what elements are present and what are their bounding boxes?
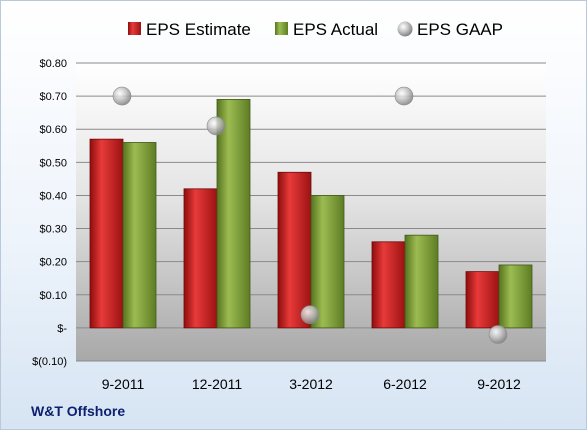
y-tick-label: $0.30: [39, 224, 67, 236]
x-category-label: 9-2011: [102, 376, 145, 392]
legend-swatch-actual: [275, 22, 288, 35]
y-tick-label: $0.10: [39, 290, 67, 302]
eps-gaap-marker: [206, 116, 226, 136]
bars: [89, 99, 533, 329]
y-tick-label: $0.80: [39, 58, 67, 70]
eps-actual-bar: [310, 195, 345, 329]
legend-label-actual: EPS Actual: [293, 20, 378, 39]
y-tick-label: $0.50: [39, 157, 67, 169]
y-axis-tick-labels: $(0.10) $- $0.10 $0.20 $0.30 $0.40 $0.50 $0.60 $…: [32, 58, 67, 368]
eps-actual-bar: [404, 234, 439, 329]
x-category-label: 3-2012: [289, 376, 333, 392]
eps-estimate-bar: [277, 171, 312, 329]
legend-item-gaap: EPS GAAP: [397, 20, 503, 39]
y-tick-label: $0.60: [39, 124, 67, 136]
legend-label-gaap: EPS GAAP: [417, 20, 503, 39]
legend-swatch-estimate: [128, 22, 141, 35]
y-tick-label: $0.40: [39, 190, 67, 202]
eps-estimate-bar: [371, 241, 406, 329]
eps-gaap-marker: [112, 86, 132, 106]
y-tick-label: $(0.10): [32, 356, 67, 368]
y-tick-label: $0.70: [39, 91, 67, 103]
y-tick-label: $-: [57, 323, 67, 335]
eps-actual-bar: [498, 264, 533, 329]
x-category-label: 6-2012: [383, 376, 427, 392]
eps-estimate-bar: [183, 188, 218, 329]
eps-estimate-bar: [89, 138, 124, 329]
legend-label-estimate: EPS Estimate: [146, 20, 251, 39]
company-label: W&T Offshore: [31, 403, 126, 419]
gaap-markers: [112, 86, 508, 344]
x-axis-category-labels: 9-2011 12-2011 3-2012 6-2012 9-2012: [102, 376, 521, 392]
legend-swatch-gaap: [397, 21, 413, 37]
legend-item-actual: EPS Actual: [275, 20, 378, 39]
eps-gaap-marker: [488, 325, 508, 344]
eps-gaap-marker: [300, 305, 320, 324]
legend: EPS Estimate EPS Actual EPS GAAP: [128, 20, 503, 39]
eps-actual-bar: [216, 99, 251, 329]
eps-gaap-marker: [394, 86, 414, 106]
eps-actual-bar: [122, 142, 157, 329]
eps-estimate-bar: [465, 271, 500, 329]
y-tick-label: $0.20: [39, 257, 67, 269]
x-category-label: 9-2012: [477, 376, 521, 392]
legend-item-estimate: EPS Estimate: [128, 20, 251, 39]
x-category-label: 12-2011: [192, 376, 243, 392]
